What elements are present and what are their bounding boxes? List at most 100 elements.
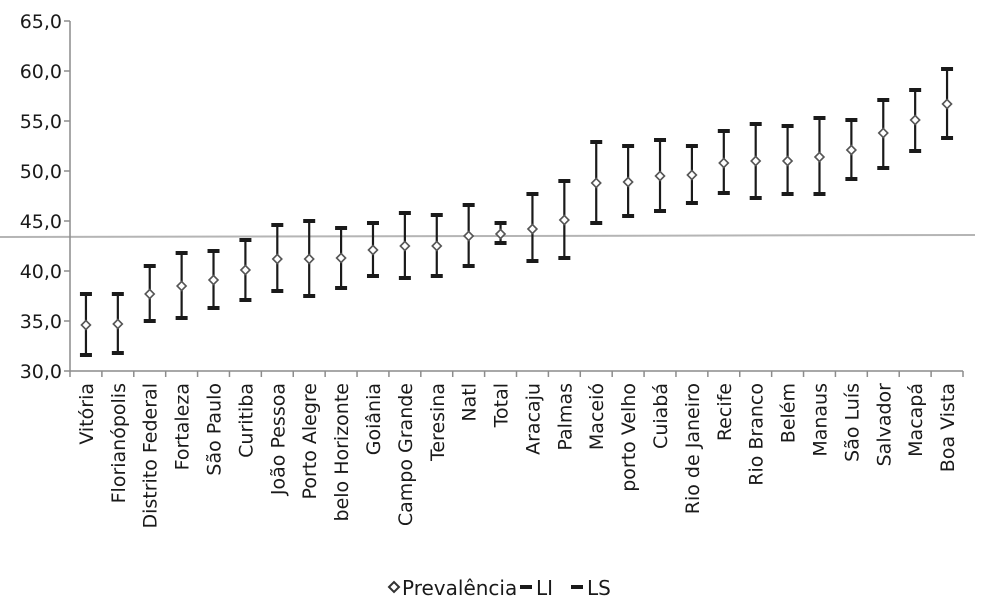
legend-li-label: LI — [536, 576, 553, 600]
prevalence-point — [175, 280, 188, 292]
x-category-label: Campo Grande — [395, 383, 417, 526]
ls-cap — [526, 192, 539, 196]
legend-prevalencia-marker — [387, 580, 401, 594]
li-cap — [79, 353, 92, 357]
ls-cap — [781, 124, 794, 128]
prevalence-point — [239, 264, 252, 276]
ls-cap — [654, 138, 667, 142]
x-category-label: Teresina — [427, 383, 449, 462]
x-category-label: Belém — [778, 383, 800, 443]
prevalence-point — [494, 228, 507, 240]
ls-cap — [430, 213, 443, 217]
li-cap — [430, 274, 443, 278]
legend-ls-label: LS — [587, 576, 611, 600]
legend-li-marker — [520, 585, 532, 589]
y-tick-label: 65,0 — [20, 11, 62, 33]
x-category-label: Florianópolis — [108, 383, 130, 503]
ls-cap — [207, 249, 220, 253]
x-category-label: João Pessoa — [267, 383, 289, 496]
x-category-label: Cuiabá — [650, 383, 672, 449]
li-cap — [717, 191, 730, 195]
reference-line — [0, 234, 976, 238]
li-cap — [622, 214, 635, 218]
li-cap — [877, 166, 890, 170]
li-cap — [749, 196, 762, 200]
li-cap — [207, 306, 220, 310]
prevalence-point — [335, 252, 347, 264]
ls-cap — [271, 223, 284, 227]
x-category-label: belo Horizonte — [331, 383, 353, 521]
li-cap — [558, 256, 571, 260]
ls-cap — [111, 292, 124, 296]
x-category-label: Palmas — [554, 383, 576, 451]
li-cap — [685, 201, 698, 205]
x-category-label: Salvador — [873, 383, 895, 467]
prevalence-point — [558, 214, 570, 226]
prevalence-point — [80, 319, 92, 331]
prevalence-point — [750, 155, 762, 167]
y-tick-label: 35,0 — [20, 311, 62, 333]
prevalence-point — [877, 127, 889, 139]
x-category-label: Manaus — [809, 383, 831, 457]
li-cap — [781, 192, 794, 196]
prevalence-point — [654, 170, 666, 182]
li-cap — [494, 241, 507, 245]
li-cap — [813, 192, 826, 196]
ls-cap — [717, 129, 730, 133]
li-cap — [303, 294, 316, 298]
prevalence-point — [686, 169, 698, 181]
ls-cap — [941, 67, 954, 71]
x-category-label: Aracaju — [522, 383, 544, 455]
x-category-label: Boa Vista — [937, 383, 959, 472]
ls-cap — [845, 118, 858, 122]
prevalence-point — [781, 155, 794, 167]
x-category-label: Curitiba — [235, 383, 257, 458]
prevalence-point — [590, 177, 602, 189]
error-bars-layer — [79, 67, 954, 357]
x-category-label: Total — [491, 383, 513, 428]
y-tick-label: 50,0 — [20, 161, 62, 183]
prevalence-point — [463, 230, 475, 242]
li-cap — [909, 149, 922, 153]
x-category-label: Goiânia — [363, 383, 385, 455]
ls-cap — [79, 292, 92, 296]
prevalence-point — [813, 151, 826, 163]
legend: Prevalência LI LS — [387, 576, 611, 600]
y-tick-label: 40,0 — [20, 261, 62, 283]
x-category-label: Vitória — [76, 383, 98, 445]
x-category-label: São Luís — [841, 383, 863, 462]
li-cap — [366, 274, 379, 278]
ls-cap — [303, 219, 316, 223]
y-tick-label: 60,0 — [20, 61, 62, 83]
x-category-label: Rio Branco — [746, 383, 768, 486]
prevalence-point — [399, 240, 411, 252]
ls-cap — [462, 203, 475, 207]
ls-cap — [749, 122, 762, 126]
li-cap — [271, 289, 284, 293]
category-labels-layer: Vitória Florianópolis Distrito Federal Fort… — [76, 383, 959, 529]
x-category-label: Macapá — [905, 383, 927, 457]
li-cap — [398, 276, 411, 280]
prevalence-point — [207, 274, 220, 286]
ls-cap — [558, 179, 571, 183]
ls-cap — [398, 211, 411, 215]
y-tick-label: 30,0 — [20, 361, 62, 383]
axis-layer: 30,0 35,0 40,0 45,0 50,0 55,0 60,0 65,0 — [20, 11, 964, 383]
ls-cap — [143, 264, 156, 268]
ls-cap — [366, 221, 379, 225]
li-cap — [175, 316, 188, 320]
ls-cap — [813, 116, 826, 120]
prevalence-point — [622, 176, 634, 188]
ls-cap — [494, 221, 507, 225]
x-category-label: São Paulo — [204, 383, 226, 476]
prevalence-point — [941, 98, 953, 110]
legend-ls-marker — [571, 585, 583, 589]
x-category-label: Natl — [459, 383, 481, 422]
li-cap — [143, 319, 156, 323]
reference-line-layer — [0, 234, 976, 238]
ls-cap — [239, 238, 252, 242]
li-cap — [239, 298, 252, 302]
ls-cap — [175, 251, 188, 255]
li-cap — [335, 286, 348, 290]
